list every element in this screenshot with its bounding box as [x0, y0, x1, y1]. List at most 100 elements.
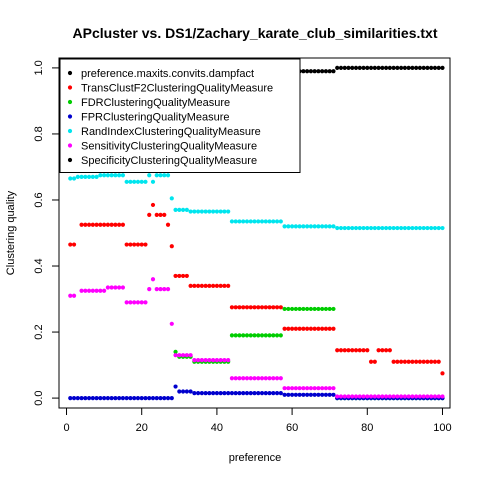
point-s4-x4 [79, 175, 83, 179]
point-s6-x80 [365, 66, 369, 70]
point-s5-x21 [143, 300, 147, 304]
point-s1-x42 [222, 284, 226, 288]
point-s1-x15 [121, 223, 125, 227]
point-s1-x9 [98, 223, 102, 227]
point-s4-x32 [185, 208, 189, 212]
point-s5-x29 [173, 353, 177, 357]
point-s5-x96 [425, 394, 429, 398]
point-s2-x47 [241, 333, 245, 337]
point-s5-x84 [380, 394, 384, 398]
point-s1-x35 [196, 284, 200, 288]
point-s5-x41 [219, 358, 223, 362]
point-s1-x54 [267, 305, 271, 309]
point-s4-x79 [361, 226, 365, 230]
point-s5-x69 [324, 386, 328, 390]
point-s6-x65 [309, 69, 313, 73]
point-s4-x39 [211, 209, 215, 213]
point-s1-x31 [181, 274, 185, 278]
point-s4-x48 [245, 219, 249, 223]
point-s3-x2 [72, 396, 76, 400]
point-s4-x83 [376, 226, 380, 230]
point-s1-x27 [166, 223, 170, 227]
point-s4-x71 [331, 224, 335, 228]
point-s5-x79 [361, 394, 365, 398]
point-s1-x78 [358, 348, 362, 352]
point-s5-x25 [158, 287, 162, 291]
point-s6-x95 [422, 66, 426, 70]
point-s5-x54 [267, 376, 271, 380]
point-s4-x34 [192, 209, 196, 213]
point-s1-x96 [425, 360, 429, 364]
point-s4-x58 [282, 224, 286, 228]
point-s1-x21 [143, 242, 147, 246]
point-s5-x78 [358, 394, 362, 398]
x-tick-label-2: 40 [211, 422, 223, 434]
point-s4-x40 [215, 209, 219, 213]
point-s1-x71 [331, 327, 335, 331]
point-s2-x68 [320, 307, 324, 311]
point-s4-x50 [252, 219, 256, 223]
point-s4-x3 [76, 175, 80, 179]
point-s6-x90 [403, 66, 407, 70]
point-s4-x66 [313, 224, 317, 228]
point-s6-x68 [320, 69, 324, 73]
point-s1-x39 [211, 284, 215, 288]
point-s5-x32 [185, 353, 189, 357]
point-s6-x84 [380, 66, 384, 70]
point-s3-x14 [117, 396, 121, 400]
point-s1-x4 [79, 223, 83, 227]
point-s6-x69 [324, 69, 328, 73]
point-s2-x50 [252, 333, 256, 337]
point-s5-x13 [113, 285, 117, 289]
point-s1-x94 [418, 360, 422, 364]
point-s5-x73 [339, 394, 343, 398]
point-s6-x77 [354, 66, 358, 70]
point-s5-x24 [155, 287, 159, 291]
point-s4-x94 [418, 226, 422, 230]
point-s3-x8 [95, 396, 99, 400]
point-s4-x88 [395, 226, 399, 230]
point-s6-x96 [425, 66, 429, 70]
legend-label-3: FPRClusteringQualityMeasure [81, 112, 230, 124]
point-s5-x43 [226, 358, 230, 362]
point-s4-x21 [143, 180, 147, 184]
point-s5-x89 [399, 394, 403, 398]
point-s5-x9 [98, 289, 102, 293]
point-s3-x31 [181, 389, 185, 393]
legend: preference.maxits.convits.dampfact TransC… [60, 59, 300, 173]
y-axis-label: Clustering quality [5, 190, 17, 275]
point-s1-x13 [113, 223, 117, 227]
point-s3-x32 [185, 389, 189, 393]
point-s4-x72 [335, 226, 339, 230]
point-s3-x10 [102, 396, 106, 400]
point-s2-x46 [237, 333, 241, 337]
point-s2-x58 [282, 307, 286, 311]
point-s1-x7 [91, 223, 95, 227]
point-s5-x58 [282, 386, 286, 390]
point-s6-x76 [350, 66, 354, 70]
point-s5-x33 [188, 353, 192, 357]
point-s5-x56 [275, 376, 279, 380]
point-s3-x56 [275, 391, 279, 395]
point-s5-x91 [407, 394, 411, 398]
point-s2-x51 [256, 333, 260, 337]
point-s3-x60 [290, 393, 294, 397]
point-s5-x8 [95, 289, 99, 293]
point-s3-x67 [316, 393, 320, 397]
point-s1-x43 [226, 284, 230, 288]
point-s6-x87 [392, 66, 396, 70]
point-s4-x36 [200, 209, 204, 213]
point-s4-x99 [437, 226, 441, 230]
point-s4-x2 [72, 176, 76, 180]
point-s2-x59 [286, 307, 290, 311]
point-s4-x78 [358, 226, 362, 230]
point-s3-x17 [128, 396, 132, 400]
point-s3-x36 [200, 391, 204, 395]
point-s3-x50 [252, 391, 256, 395]
point-s4-x37 [204, 209, 208, 213]
point-s2-x66 [313, 307, 317, 311]
point-s4-x63 [301, 224, 305, 228]
point-s1-x66 [313, 327, 317, 331]
point-s3-x34 [192, 391, 196, 395]
